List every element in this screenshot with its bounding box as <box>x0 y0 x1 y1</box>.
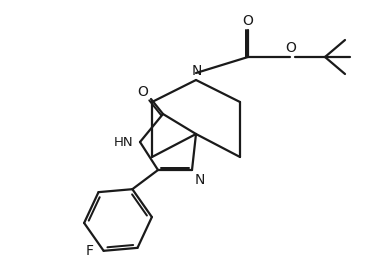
Text: F: F <box>86 244 94 258</box>
Text: O: O <box>286 41 297 55</box>
Text: HN: HN <box>114 135 134 149</box>
Text: N: N <box>195 173 205 187</box>
Text: O: O <box>138 85 148 99</box>
Text: N: N <box>192 64 202 78</box>
Text: O: O <box>243 14 254 28</box>
